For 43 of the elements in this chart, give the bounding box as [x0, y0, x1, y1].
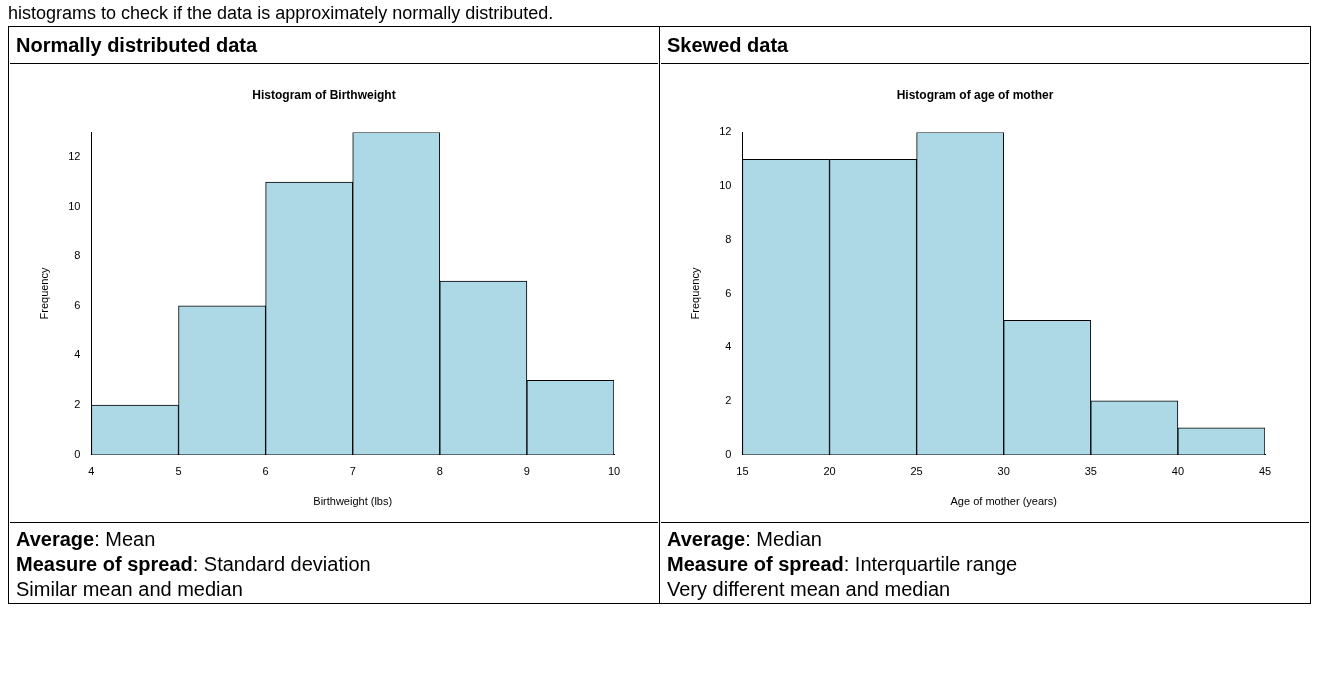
- x-tick-label: 25: [910, 465, 923, 478]
- y-tick-label: 6: [725, 286, 732, 299]
- text: histograms to check if the data is approximately normally distributed.: [8, 2, 555, 24]
- x-tick-label: 15: [736, 465, 749, 478]
- x-tick-label: 7: [349, 465, 356, 478]
- x-axis-title: Birthweight (lbs): [313, 495, 393, 508]
- y-axis-title: Frequency: [37, 267, 50, 320]
- y-tick-label: 2: [74, 398, 81, 411]
- text: Similar mean and median: [15, 577, 244, 602]
- y-tick-label: 0: [74, 447, 81, 460]
- x-tick-label: 20: [823, 465, 836, 478]
- y-axis-title: Frequency: [688, 267, 701, 320]
- x-tick-label: 35: [1084, 465, 1097, 478]
- y-tick-label: 2: [725, 393, 732, 406]
- x-axis-title: Age of mother (years): [950, 495, 1057, 508]
- x-tick-label: 10: [607, 465, 621, 478]
- text: Average: Mean: [16, 528, 156, 550]
- y-tick-label: 0: [725, 447, 732, 460]
- text: Measure of spread: Standard deviation: [16, 553, 371, 575]
- y-tick-label: 12: [719, 125, 732, 138]
- chart-subtitle: Histogram of Birthweight: [252, 87, 396, 102]
- text: Average: Median: [667, 528, 822, 550]
- chart-title: Skewed data: [661, 28, 1309, 64]
- chart-subtitle: Histogram of age of mother: [896, 87, 1054, 102]
- y-tick-label: 12: [68, 150, 81, 163]
- y-tick-label: 4: [74, 348, 81, 361]
- y-tick-label: 8: [74, 249, 81, 262]
- text: Measure of spread: Interquartile range: [667, 553, 1018, 575]
- y-tick-label: 8: [725, 232, 732, 245]
- chart-title: Normally distributed data: [10, 28, 658, 64]
- y-tick-label: 6: [74, 298, 81, 311]
- x-tick-label: 40: [1171, 465, 1185, 478]
- x-tick-label: 30: [997, 465, 1010, 478]
- x-tick-label: 4: [88, 465, 95, 478]
- x-tick-label: 9: [523, 465, 530, 478]
- x-tick-label: 5: [175, 465, 182, 478]
- x-tick-label: 6: [262, 465, 269, 478]
- text: Very different mean and median: [666, 577, 952, 602]
- x-tick-label: 45: [1258, 465, 1272, 478]
- y-tick-label: 10: [68, 199, 81, 212]
- y-tick-label: 10: [719, 179, 732, 192]
- x-tick-label: 8: [436, 465, 443, 478]
- y-tick-label: 4: [725, 340, 732, 353]
